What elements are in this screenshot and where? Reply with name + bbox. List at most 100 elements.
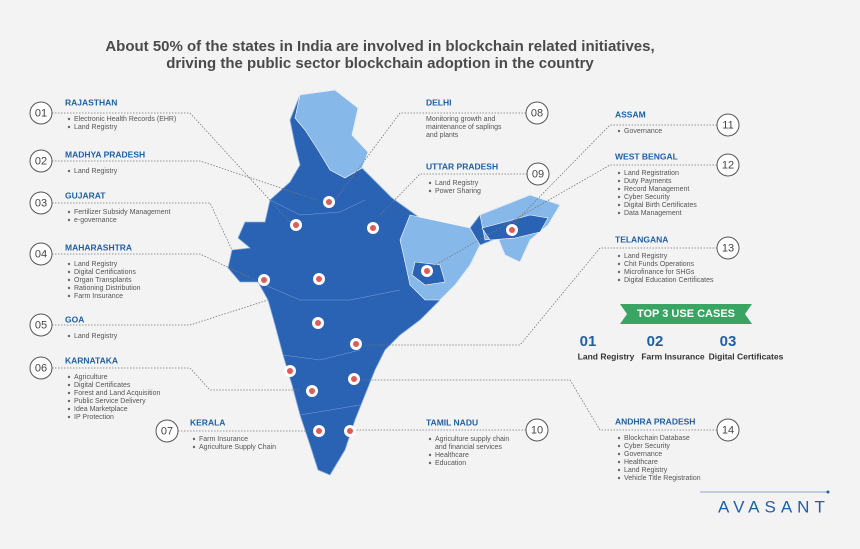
bullet [617, 171, 621, 175]
top-number: 03 [720, 333, 737, 350]
bullet [67, 407, 71, 411]
use-case-item: Land Registry [74, 168, 118, 175]
use-case-item: Fertilizer Subsidy Management [74, 209, 171, 216]
use-case-item: Record Management [624, 186, 689, 193]
state-name: MAHARASHTRA [65, 242, 132, 252]
logo: AVASANT [718, 497, 830, 516]
state-number: 12 [722, 159, 734, 171]
bullet [428, 453, 432, 457]
use-case-item: Digital Education Certificates [624, 277, 714, 284]
number-badge [525, 101, 549, 125]
state-description: and plants [426, 132, 459, 139]
state-number: 11 [722, 119, 733, 131]
state-number: 08 [531, 107, 543, 119]
use-case-item: Governance [624, 451, 662, 458]
state-number: 05 [35, 319, 47, 331]
use-case-item: Land Registry [74, 333, 118, 340]
bullet [617, 179, 621, 183]
top-label: Land Registry [578, 351, 635, 361]
bullet [67, 210, 71, 214]
use-case-item: Digital Birth Certificates [624, 202, 697, 209]
bullet [617, 468, 621, 472]
use-case-item: and financial services [435, 444, 502, 451]
use-case-item: Vehicle Title Registration [624, 475, 701, 482]
use-case-item: Duty Payments [624, 178, 672, 185]
map-markers [258, 196, 518, 437]
bullet [67, 278, 71, 282]
state-name: TELANGANA [615, 234, 668, 244]
bullet [67, 125, 71, 129]
use-case-item: Agriculture supply chain [435, 436, 509, 443]
use-case-item: Education [435, 460, 466, 467]
top-number: 01 [580, 333, 597, 350]
state-name: GOA [65, 314, 84, 324]
bullet [67, 286, 71, 290]
use-case-item: Data Management [624, 210, 682, 217]
bullet [67, 334, 71, 338]
use-case-item: Forest and Land Acquisition [74, 390, 160, 397]
state-description: maintenance of saplings [426, 124, 502, 131]
bullet [617, 270, 621, 274]
bullet [617, 211, 621, 215]
use-case-banner [620, 304, 752, 324]
bullet [67, 383, 71, 387]
bullet [67, 375, 71, 379]
use-case-item: Agriculture [74, 374, 108, 381]
use-case-item: Blockchain Database [624, 435, 690, 442]
use-case-item: Idea Marketplace [74, 406, 128, 413]
bullet [428, 461, 432, 465]
use-case-item: Healthcare [624, 459, 658, 466]
use-case-heading: TOP 3 USE CASES [637, 308, 735, 320]
india-map [227, 89, 561, 476]
use-case-item: Power Sharing [435, 188, 481, 195]
use-case-item: Public Service Delivery [74, 398, 146, 405]
state-name: TAMIL NADU [426, 417, 478, 427]
bullet [67, 270, 71, 274]
number-badge [29, 356, 53, 380]
state-name: DELHI [426, 97, 452, 107]
use-case-item: Land Registry [624, 467, 668, 474]
top-number: 02 [647, 333, 664, 350]
number-badge [526, 162, 550, 186]
state-number: 13 [722, 242, 734, 254]
bullet [617, 278, 621, 282]
bullet [617, 203, 621, 207]
state-name: GUJARAT [65, 190, 106, 200]
bullet [67, 117, 71, 121]
state-name: KARNATAKA [65, 355, 118, 365]
state-name: ASSAM [615, 109, 646, 119]
bullet [617, 476, 621, 480]
state-number: 04 [35, 248, 47, 260]
number-badge [155, 419, 179, 443]
state-name: KERALA [190, 417, 225, 427]
top-label: Digital Certificates [709, 351, 784, 361]
use-case-item: Digital Certifications [74, 269, 136, 276]
use-case-item: Digital Certificates [74, 382, 131, 389]
use-case-item: Land Registry [74, 261, 118, 268]
bullet [617, 195, 621, 199]
use-case-item: Microfinance for SHGs [624, 269, 695, 276]
bullet [617, 187, 621, 191]
use-case-item: Land Registry [435, 180, 479, 187]
bullet [428, 181, 432, 185]
state-number: 01 [35, 107, 47, 119]
bullet [428, 437, 432, 441]
use-case-item: Farm Insurance [74, 293, 123, 300]
bullet [192, 445, 196, 449]
bullet [67, 415, 71, 419]
state-name: WEST BENGAL [615, 151, 678, 161]
bullet [617, 452, 621, 456]
number-badge [29, 149, 53, 173]
bullet [617, 436, 621, 440]
state-name: RAJASTHAN [65, 97, 117, 107]
bullet [617, 254, 621, 258]
number-badge [525, 418, 549, 442]
bullet [67, 218, 71, 222]
bullet [67, 294, 71, 298]
use-case-item: Healthcare [435, 452, 469, 459]
bullet [428, 189, 432, 193]
number-badge [29, 242, 53, 266]
state-name: UTTAR PRADESH [426, 161, 498, 171]
use-case-item: Cyber Security [624, 443, 670, 450]
